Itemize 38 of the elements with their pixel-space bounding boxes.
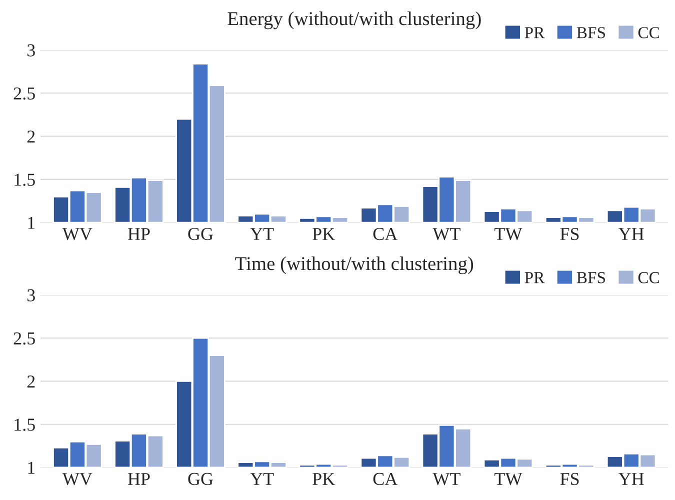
x-tick-label: FS [560,228,579,240]
x-tick-label: CA [373,472,398,486]
y-tick-label: 1 [28,216,35,229]
x-tick-label: GG [188,228,213,240]
chart-title: Energy (without/with clustering) [228,12,481,30]
x-tick-label: HP [128,228,150,240]
legend-label: BFS [576,272,605,284]
x-tick-label: CA [373,228,398,240]
x-tick-label: WT [432,473,460,486]
x-tick-label: GG [188,472,213,486]
x-tick-label: WV [62,473,92,486]
legend-label: CC [638,27,659,38]
x-tick-label: YT [250,473,274,485]
y-tick-label: 3 [27,289,35,302]
x-tick-label: YH [618,473,644,485]
legend-label: CC [638,272,659,284]
x-tick-label: YT [250,228,274,240]
x-tick-label: YH [618,228,644,240]
x-tick-label: HP [128,473,150,485]
x-tick-label: WV [62,228,92,240]
y-tick-label: 2 [27,130,35,143]
y-tick-label: 1.5 [14,418,35,431]
x-tick-label: PK [312,228,335,240]
y-tick-label: 2.5 [14,87,35,100]
legend-label: PR [524,272,545,284]
y-tick-label: 2.5 [14,332,35,345]
y-tick-label: 1.5 [14,174,35,186]
chart-title: Time (without/with clustering) [235,256,474,274]
legend-label: BFS [576,27,605,38]
y-tick-label: 2 [27,376,35,388]
x-tick-label: TW [494,473,522,486]
x-tick-label: PK [312,473,335,485]
x-tick-label: WT [432,228,460,240]
y-tick-label: 1 [28,462,35,474]
x-tick-label: FS [560,472,579,486]
x-tick-label: TW [494,228,522,240]
legend-label: PR [524,27,545,38]
y-tick-label: 3 [27,44,35,56]
